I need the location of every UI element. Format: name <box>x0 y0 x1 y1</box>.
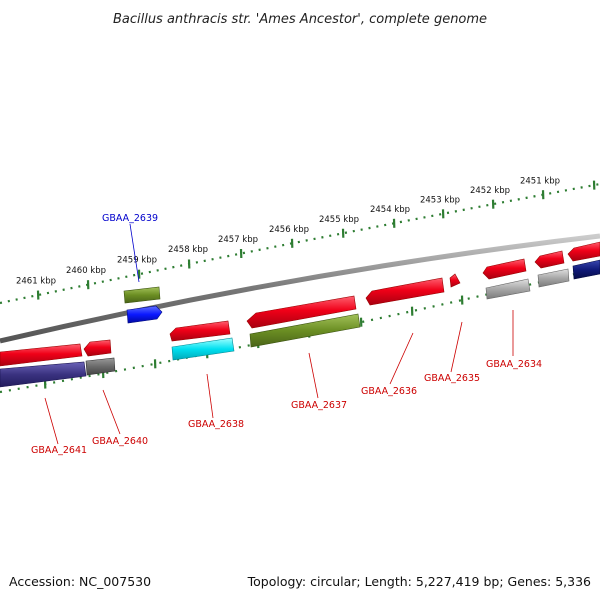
kbp-tick-label: 2458 kbp <box>168 245 208 255</box>
leader-line-gbaa-2635 <box>450 321 463 373</box>
leader-line-gbaa-2640 <box>102 389 121 435</box>
kbp-tick-label: 2459 kbp <box>117 256 157 266</box>
feature-gbaa-2641-lower[interactable] <box>0 361 87 388</box>
feature-gbaa-2634-cds[interactable] <box>482 258 527 280</box>
gene-label-gbaa-2637[interactable]: GBAA_2637 <box>291 400 347 411</box>
kbp-tick-label: 2455 kbp <box>319 215 359 225</box>
gene-label-gbaa-2634[interactable]: GBAA_2634 <box>486 359 542 370</box>
feature-gbaa-2639[interactable] <box>126 305 163 324</box>
kbp-tick-label: 2456 kbp <box>269 225 309 235</box>
kbp-tick-label: 2452 kbp <box>470 186 510 196</box>
feature-green-small[interactable] <box>123 286 161 304</box>
gene-label-gbaa-2635[interactable]: GBAA_2635 <box>424 373 480 384</box>
kbp-tick-label: 2460 kbp <box>66 266 106 276</box>
kbp-labels: 2461 kbp 2460 kbp 2459 kbp 2458 kbp 2457 kbp… <box>16 176 560 286</box>
feature-gbaa-2635-cds[interactable] <box>449 273 461 288</box>
accession-text: Accession: NC_007530 <box>9 574 151 589</box>
feature-gbaa-2636-cds[interactable] <box>365 277 445 306</box>
kbp-tick-label: 2453 kbp <box>420 195 460 205</box>
gene-labels: GBAA_2639 GBAA_2641 GBAA_2640 GBAA_2638 … <box>31 213 542 456</box>
gene-label-gbaa-2640[interactable]: GBAA_2640 <box>92 436 148 447</box>
gene-label-gbaa-2641[interactable]: GBAA_2641 <box>31 445 87 456</box>
feature-gbaa-2638-cds[interactable] <box>169 320 231 342</box>
feature-navy-right[interactable] <box>572 259 600 280</box>
feature-red-right-2[interactable] <box>567 241 600 262</box>
feature-grey-right[interactable] <box>537 268 570 288</box>
feature-gbaa-2637-lower[interactable] <box>249 313 361 348</box>
feature-gbaa-2634-lower[interactable] <box>485 278 531 300</box>
feature-gbaa-2640-lower[interactable] <box>85 357 116 376</box>
outer-major-ticks <box>36 180 596 300</box>
kbp-tick-label: 2461 kbp <box>16 276 56 286</box>
feature-gbaa-2640-cds[interactable] <box>83 339 112 357</box>
leader-line-gbaa-2639 <box>129 223 140 283</box>
gene-label-gbaa-2639[interactable]: GBAA_2639 <box>102 213 158 224</box>
leader-line-gbaa-2641 <box>44 397 59 445</box>
leader-line-gbaa-2637 <box>308 352 319 399</box>
leader-line-gbaa-2636 <box>389 332 414 385</box>
kbp-tick-label: 2454 kbp <box>370 205 410 215</box>
genome-summary-text: Topology: circular; Length: 5,227,419 bp… <box>247 574 591 589</box>
feature-gbaa-2638-lower[interactable] <box>171 337 235 361</box>
feature-gbaa-2637-cds[interactable] <box>246 295 357 329</box>
gene-label-gbaa-2636[interactable]: GBAA_2636 <box>361 386 417 397</box>
gene-label-gbaa-2638[interactable]: GBAA_2638 <box>188 419 244 430</box>
kbp-tick-label: 2451 kbp <box>520 176 560 186</box>
leader-line-gbaa-2638 <box>206 373 214 419</box>
feature-red-right-1[interactable] <box>534 250 565 269</box>
genome-backbone <box>0 233 600 344</box>
map-title: Bacillus anthracis str. 'Ames Ancestor',… <box>113 12 487 27</box>
kbp-tick-label: 2457 kbp <box>218 235 258 245</box>
feature-gbaa-2641-cds[interactable] <box>0 343 83 367</box>
